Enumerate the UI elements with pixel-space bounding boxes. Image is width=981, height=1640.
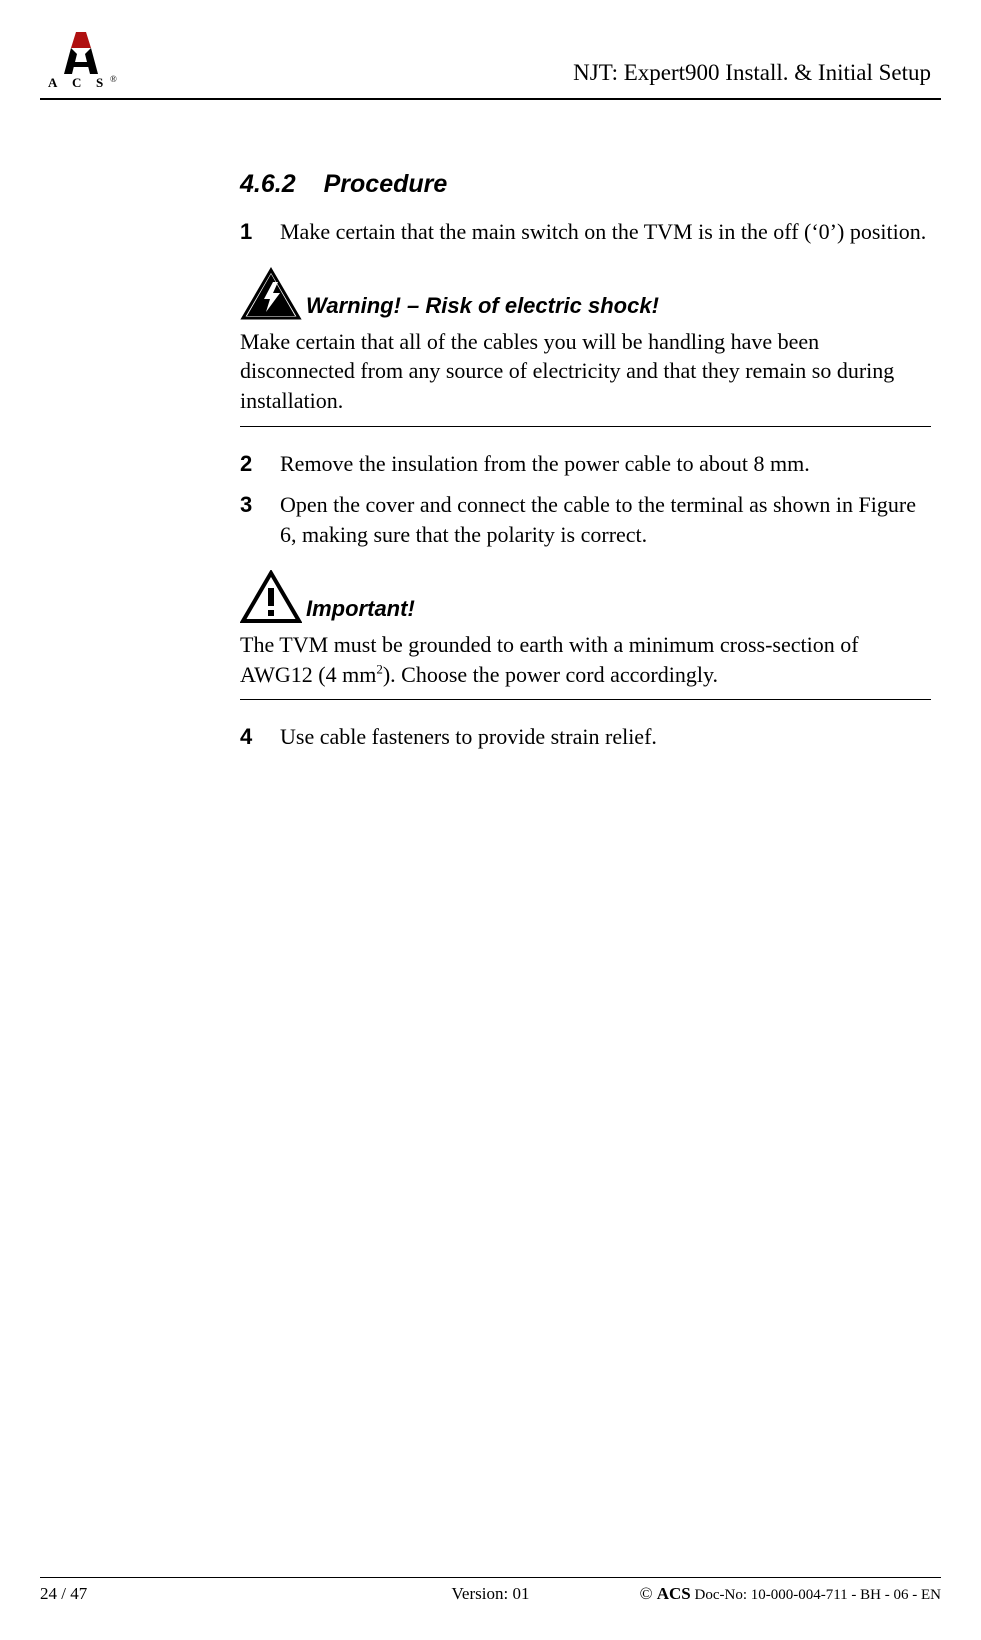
warning-callout: Warning! – Risk of electric shock! Make …: [240, 267, 931, 427]
step-text: Use cable fasteners to provide strain re…: [280, 722, 931, 752]
page-header: A C S ® NJT: Expert900 Install. & Initia…: [40, 30, 941, 100]
svg-text:S: S: [96, 75, 103, 90]
important-body-post: ). Choose the power cord accordingly.: [383, 662, 718, 687]
step-number: 2: [240, 449, 280, 479]
step-2: 2 Remove the insulation from the power c…: [240, 449, 931, 479]
important-warning-icon: [240, 570, 302, 624]
page: A C S ® NJT: Expert900 Install. & Initia…: [0, 0, 981, 1640]
section-title: Procedure: [324, 170, 448, 198]
step-text: Open the cover and connect the cable to …: [280, 490, 931, 549]
step-3: 3 Open the cover and connect the cable t…: [240, 490, 931, 549]
important-body: The TVM must be grounded to earth with a…: [240, 630, 931, 700]
step-number: 1: [240, 217, 280, 247]
important-callout: Important! The TVM must be grounded to e…: [240, 570, 931, 700]
step-1: 1 Make certain that the main switch on t…: [240, 217, 931, 247]
content-area: 4.6.2 Procedure 1 Make certain that the m…: [240, 170, 931, 752]
section-number: 4.6.2: [240, 170, 296, 199]
svg-text:®: ®: [110, 74, 117, 84]
step-number: 3: [240, 490, 280, 520]
page-footer: 24 / 47 Version: 01 © ACS Doc-No: 10-000…: [40, 1577, 941, 1604]
warning-title: Warning! – Risk of electric shock!: [306, 293, 659, 321]
acs-logo: A C S ®: [40, 30, 120, 90]
warning-header: Warning! – Risk of electric shock!: [240, 267, 931, 321]
step-number: 4: [240, 722, 280, 752]
important-title: Important!: [306, 596, 415, 624]
header-title: NJT: Expert900 Install. & Initial Setup: [573, 60, 941, 90]
section-heading: 4.6.2 Procedure: [240, 170, 931, 199]
step-text: Remove the insulation from the power cab…: [280, 449, 931, 479]
svg-text:C: C: [72, 75, 81, 90]
warning-body: Make certain that all of the cables you …: [240, 327, 931, 427]
important-header: Important!: [240, 570, 931, 624]
svg-text:A: A: [48, 75, 58, 90]
electric-shock-warning-icon: [240, 267, 302, 321]
step-4: 4 Use cable fasteners to provide strain …: [240, 722, 931, 752]
footer-version: Version: 01: [40, 1584, 941, 1604]
step-text: Make certain that the main switch on the…: [280, 217, 931, 247]
